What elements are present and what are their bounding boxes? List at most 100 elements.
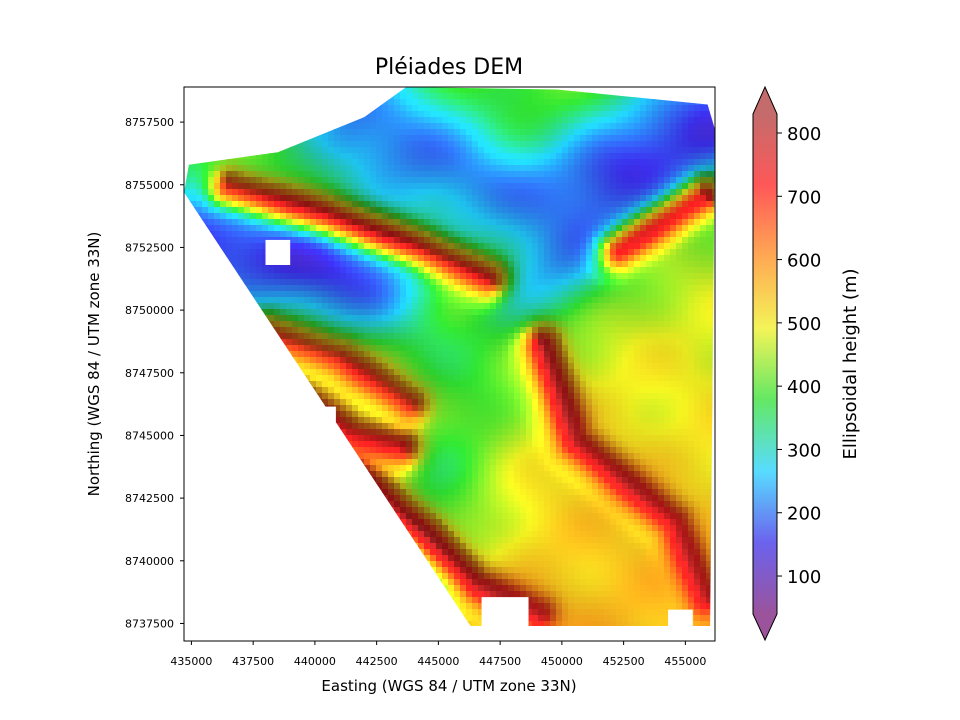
dem-cell [466, 399, 473, 406]
dem-cell [622, 129, 629, 136]
dem-cell [496, 177, 503, 184]
dem-cell [442, 267, 449, 274]
dem-cell [454, 225, 461, 232]
dem-cell [430, 231, 437, 238]
dem-cell [376, 405, 383, 412]
dem-cell [502, 321, 509, 328]
dem-cell [586, 303, 593, 310]
dem-cell [532, 111, 539, 118]
dem-cell [700, 303, 707, 310]
dem-cell [526, 279, 533, 286]
dem-cell [394, 189, 401, 196]
dem-cell [580, 417, 587, 424]
dem-cell [634, 195, 641, 202]
dem-cell [628, 213, 635, 220]
dem-cell [448, 105, 455, 112]
dem-cell [202, 183, 209, 190]
dem-cell [346, 123, 353, 130]
dem-cell [544, 357, 551, 364]
dem-cell [454, 159, 461, 166]
dem-cell [526, 129, 533, 136]
dem-cell [646, 147, 653, 154]
dem-cell [304, 291, 311, 298]
dem-cell [388, 309, 395, 316]
dem-cell [634, 375, 641, 382]
dem-cell [400, 357, 407, 364]
dem-cell [514, 249, 521, 256]
dem-cell [550, 309, 557, 316]
dem-cell [574, 285, 581, 292]
dem-cell [286, 297, 293, 304]
dem-cell [442, 369, 449, 376]
dem-cell [640, 153, 647, 160]
dem-cell [262, 195, 269, 202]
dem-cell [382, 327, 389, 334]
dem-cell [694, 351, 701, 358]
dem-cell [478, 339, 485, 346]
dem-cell [502, 285, 509, 292]
dem-cell [418, 303, 425, 310]
dem-cell [538, 375, 545, 382]
dem-cell [418, 147, 425, 154]
dem-cell [508, 417, 515, 424]
dem-cell [646, 405, 653, 412]
dem-cell [598, 381, 605, 388]
dem-cell [664, 99, 671, 106]
dem-cell [580, 237, 587, 244]
dem-cell [418, 189, 425, 196]
dem-cell [562, 255, 569, 262]
dem-cell [394, 393, 401, 400]
dem-cell [592, 207, 599, 214]
dem-cell [460, 111, 467, 118]
dem-cell [622, 159, 629, 166]
dem-cell [262, 285, 269, 292]
dem-cell [490, 219, 497, 226]
dem-cell [592, 387, 599, 394]
dem-cell [496, 399, 503, 406]
dem-cell [556, 375, 563, 382]
dem-cell [574, 117, 581, 124]
dem-cell [580, 201, 587, 208]
dem-cell [532, 381, 539, 388]
dem-cell [646, 171, 653, 178]
dem-cell [364, 339, 371, 346]
dem-cell [682, 105, 689, 112]
dem-cell [310, 339, 317, 346]
dem-cell [658, 411, 665, 418]
dem-cell [430, 321, 437, 328]
dem-cell [352, 321, 359, 328]
dem-cell [202, 177, 209, 184]
dem-cell [532, 411, 539, 418]
dem-cell [580, 405, 587, 412]
dem-cell [682, 417, 689, 424]
dem-cell [652, 369, 659, 376]
dem-cell [586, 345, 593, 352]
dem-cell [628, 99, 635, 106]
dem-cell [322, 243, 329, 250]
dem-cell [280, 225, 287, 232]
dem-cell [424, 153, 431, 160]
dem-cell [220, 189, 227, 196]
dem-cell [424, 141, 431, 148]
dem-cell [346, 309, 353, 316]
dem-cell [418, 123, 425, 130]
dem-cell [370, 339, 377, 346]
dem-cell [382, 177, 389, 184]
dem-cell [298, 279, 305, 286]
dem-cell [496, 303, 503, 310]
dem-cell [328, 375, 335, 382]
dem-cell [328, 243, 335, 250]
dem-cell [292, 249, 299, 256]
dem-cell [610, 99, 617, 106]
dem-cell [460, 315, 467, 322]
dem-cell [562, 231, 569, 238]
dem-cell [310, 369, 317, 376]
dem-cell [286, 285, 293, 292]
dem-cell [238, 261, 245, 268]
dem-cell [628, 369, 635, 376]
dem-cell [640, 249, 647, 256]
dem-cell [358, 369, 365, 376]
dem-cell [688, 393, 695, 400]
dem-cell [556, 387, 563, 394]
dem-cell [406, 357, 413, 364]
